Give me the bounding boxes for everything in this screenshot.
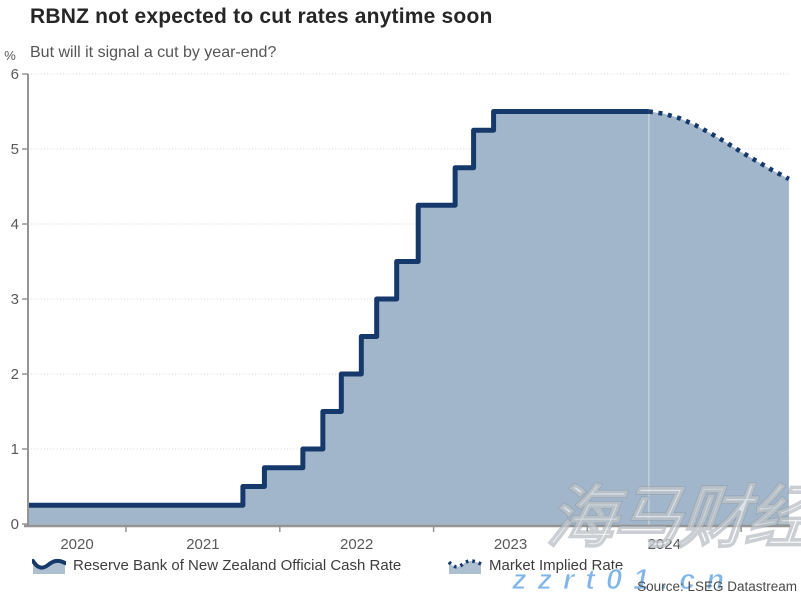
- y-tick-label: 4: [11, 216, 19, 233]
- x-tick-label: 2022: [340, 536, 373, 553]
- watermark-site-name: 海马财经: [543, 479, 801, 557]
- y-tick-label: 2: [11, 366, 19, 383]
- legend-item-market-implied-rate: Market Implied Rate: [448, 556, 623, 575]
- chart-legend: Reserve Bank of New Zealand Official Cas…: [0, 556, 801, 580]
- implied-area-fill: [648, 111, 789, 525]
- ocr-area-fill: [27, 111, 649, 525]
- y-tick-label: 3: [11, 291, 19, 308]
- legend-label-official-cash-rate: Reserve Bank of New Zealand Official Cas…: [73, 557, 402, 574]
- x-tick-label: 2020: [60, 536, 93, 553]
- x-tick-label: 2021: [186, 536, 219, 553]
- watermark-site-url: zzrt01.cn: [511, 564, 736, 596]
- chart-subtitle: But will it signal a cut by year-end?: [30, 44, 277, 61]
- x-tick-label: 2024: [648, 536, 681, 553]
- legend-item-official-cash-rate: Reserve Bank of New Zealand Official Cas…: [32, 556, 401, 575]
- source-attribution: Source: LSEG Datastream: [637, 579, 797, 594]
- x-tick-label: 2023: [494, 536, 527, 553]
- dotted-area-legend-icon: [448, 559, 482, 574]
- implied-dotted-line: [648, 109, 790, 182]
- solid-area-legend-icon: [32, 558, 66, 574]
- page-title: RBNZ not expected to cut rates anytime s…: [30, 5, 493, 28]
- y-tick-label: 6: [11, 66, 19, 83]
- y-axis-unit-label: %: [4, 48, 16, 63]
- y-tick-label: 0: [11, 516, 19, 533]
- ocr-step-line: [27, 109, 649, 508]
- y-tick-label: 5: [11, 141, 19, 158]
- legend-label-market-implied-rate: Market Implied Rate: [489, 557, 624, 574]
- y-tick-label: 1: [11, 441, 19, 458]
